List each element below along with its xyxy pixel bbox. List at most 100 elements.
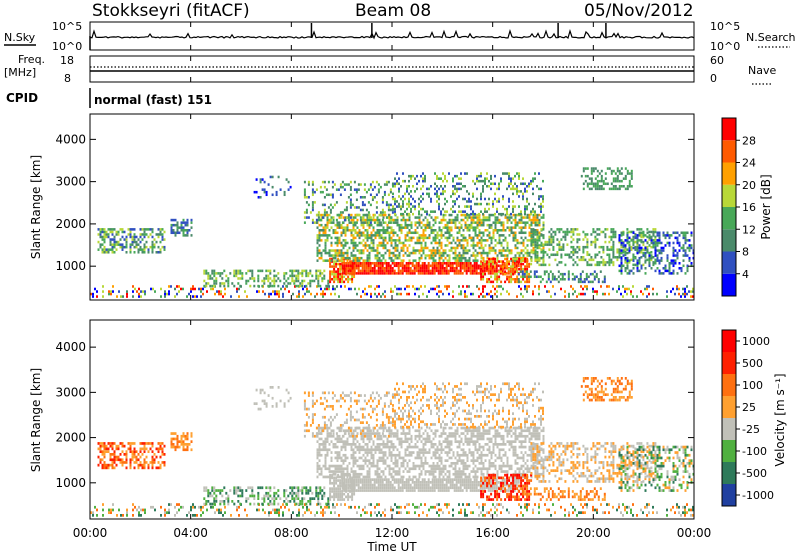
power-cell	[672, 269, 675, 273]
power-cell	[438, 285, 440, 288]
power-cell	[442, 179, 444, 183]
power-cell	[572, 230, 575, 234]
power-cell	[309, 272, 312, 275]
power-cell	[488, 246, 491, 250]
power-cell	[408, 223, 411, 227]
power-cell	[188, 292, 190, 296]
power-cell	[620, 259, 623, 262]
power-cell	[371, 269, 374, 273]
power-cell	[610, 172, 613, 175]
power-cell	[490, 257, 493, 261]
velocity-cell	[105, 447, 108, 451]
power-cell	[341, 280, 344, 284]
velocity-cell	[96, 508, 98, 512]
power-cell	[236, 290, 238, 293]
power-cell	[306, 290, 308, 293]
velocity-cell	[135, 455, 138, 459]
velocity-cell	[174, 505, 176, 509]
power-cell	[356, 226, 359, 229]
power-cell	[357, 267, 360, 270]
power-cell	[504, 257, 507, 261]
power-cell	[464, 213, 467, 217]
power-cell	[624, 256, 627, 260]
power-cell	[626, 256, 629, 260]
power-cell	[592, 258, 595, 262]
power-cell	[634, 263, 637, 267]
power-cell	[512, 210, 514, 213]
velocity-cell	[368, 503, 370, 506]
power-cell	[457, 272, 460, 275]
power-cell	[468, 226, 471, 229]
velocity-cell	[139, 450, 142, 454]
power-cell	[305, 208, 308, 212]
power-cell	[238, 295, 240, 298]
power-cell	[650, 267, 653, 270]
power-cell	[360, 241, 363, 245]
power-cell	[326, 218, 329, 222]
power-cell	[684, 239, 687, 242]
velocity-cell	[305, 489, 308, 492]
power-cell	[624, 258, 627, 262]
power-cell	[121, 248, 124, 251]
power-cell	[374, 287, 376, 291]
power-cell	[504, 270, 507, 273]
power-cell	[457, 262, 460, 265]
velocity-cell	[486, 511, 488, 515]
power-cell	[543, 270, 546, 273]
power-cell	[269, 282, 272, 285]
power-cell	[610, 245, 613, 249]
power-cell	[618, 269, 621, 273]
power-cell	[524, 221, 527, 224]
power-cell	[350, 234, 353, 237]
power-cell	[343, 272, 346, 275]
power-cell	[378, 241, 381, 245]
power-cell	[552, 235, 555, 239]
power-cell	[391, 269, 394, 273]
power-cell	[585, 272, 588, 276]
power-cell	[133, 240, 136, 244]
power-cell	[332, 285, 334, 288]
power-cell	[542, 223, 545, 227]
power-cell	[453, 262, 456, 265]
power-cell	[488, 244, 491, 247]
power-cell	[582, 187, 585, 191]
power-cell	[200, 295, 202, 298]
power-cell	[604, 240, 607, 244]
power-cell	[530, 179, 532, 183]
power-cell	[472, 226, 475, 229]
velocity-cell	[524, 505, 526, 509]
power-cell	[488, 262, 491, 266]
power-cell	[285, 284, 288, 288]
power-cell	[626, 267, 629, 270]
power-cell	[409, 267, 412, 270]
velocity-cell	[247, 497, 250, 501]
power-cell	[370, 241, 373, 245]
power-cell	[490, 239, 493, 242]
power-cell	[458, 254, 461, 257]
power-cell	[510, 265, 513, 268]
velocity-cell	[322, 508, 324, 512]
power-cell	[190, 221, 193, 224]
power-cell	[690, 234, 693, 237]
power-cell	[427, 267, 430, 270]
velocity-cell	[198, 505, 200, 509]
power-cell	[534, 233, 537, 236]
power-cell	[522, 239, 525, 242]
power-cell	[289, 185, 292, 189]
power-cell	[299, 282, 302, 285]
power-cell	[333, 203, 336, 207]
power-cell	[628, 244, 631, 247]
velocity-cell	[592, 505, 594, 509]
velocity-cell	[334, 505, 336, 509]
power-cell	[482, 256, 485, 260]
power-cell	[245, 279, 248, 283]
power-cell	[403, 267, 406, 270]
power-cell	[482, 234, 485, 237]
power-cell	[540, 228, 543, 231]
power-cell	[349, 262, 352, 265]
power-cell	[666, 295, 668, 298]
power-cell	[430, 210, 432, 213]
power-cell	[172, 229, 175, 232]
power-cell	[510, 187, 512, 191]
power-cell	[351, 260, 354, 263]
